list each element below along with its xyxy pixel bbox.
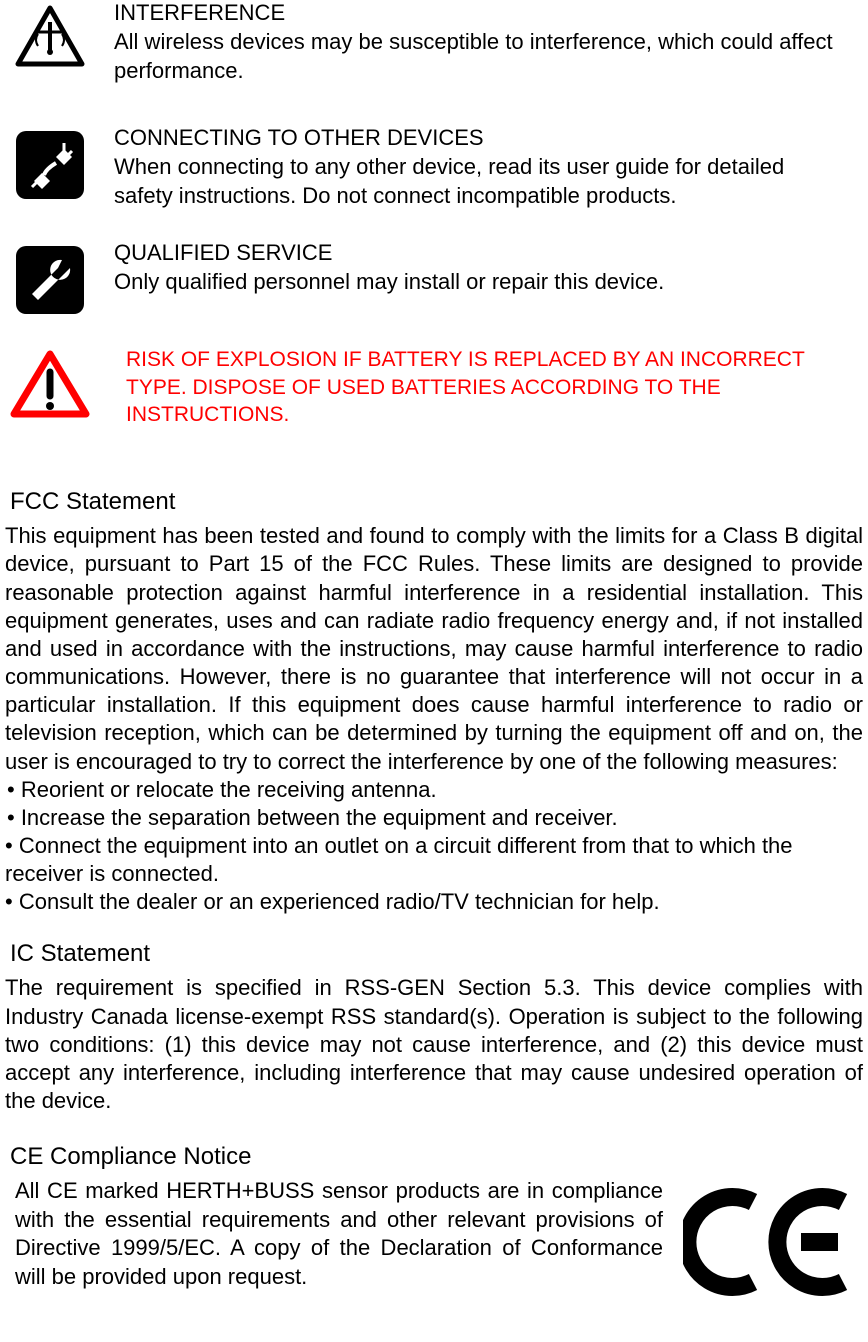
fcc-bullet-4: • Consult the dealer or an experienced r… [5,888,863,916]
qualified-text: QUALIFIED SERVICE Only qualified personn… [90,240,858,297]
connecting-text: CONNECTING TO OTHER DEVICES When connect… [90,125,858,210]
interference-text: INTERFERENCE All wireless devices may be… [90,0,858,85]
ic-heading: IC Statement [5,940,863,968]
ic-body: The requirement is specified in RSS-GEN … [5,974,863,1115]
interference-icon [10,0,90,76]
connecting-title: CONNECTING TO OTHER DEVICES [114,125,848,151]
connecting-block: CONNECTING TO OTHER DEVICES When connect… [0,125,868,210]
interference-body: All wireless devices may be susceptible … [114,28,848,85]
qualified-block: QUALIFIED SERVICE Only qualified personn… [0,240,868,316]
ce-mark-icon [683,1177,853,1297]
fcc-bullet-3: • Connect the equipment into an outlet o… [5,832,863,888]
wrench-icon [10,240,90,316]
fcc-body: This equipment has been tested and found… [5,522,863,775]
fcc-bullet-1: • Reorient or relocate the receiving ant… [5,776,863,804]
ce-section: CE Compliance Notice All CE marked HERTH… [0,1143,868,1297]
ce-heading: CE Compliance Notice [5,1143,863,1171]
warning-triangle-icon [10,346,90,422]
warning-block: RISK OF EXPLOSION IF BATTERY IS REPLACED… [0,346,868,428]
connecting-body: When connecting to any other device, rea… [114,153,848,210]
warning-text: RISK OF EXPLOSION IF BATTERY IS REPLACED… [90,346,858,428]
ce-row: All CE marked HERTH+BUSS sensor products… [5,1177,863,1297]
fcc-bullet-2: • Increase the separation between the eq… [5,804,863,832]
interference-block: INTERFERENCE All wireless devices may be… [0,0,868,85]
qualified-body: Only qualified personnel may install or … [114,268,848,297]
ce-body: All CE marked HERTH+BUSS sensor products… [5,1177,663,1291]
plug-icon [10,125,90,201]
interference-title: INTERFERENCE [114,0,848,26]
qualified-title: QUALIFIED SERVICE [114,240,848,266]
fcc-section: FCC Statement This equipment has been te… [0,488,868,916]
ic-section: IC Statement The requirement is specifie… [0,940,868,1115]
fcc-heading: FCC Statement [5,488,863,516]
